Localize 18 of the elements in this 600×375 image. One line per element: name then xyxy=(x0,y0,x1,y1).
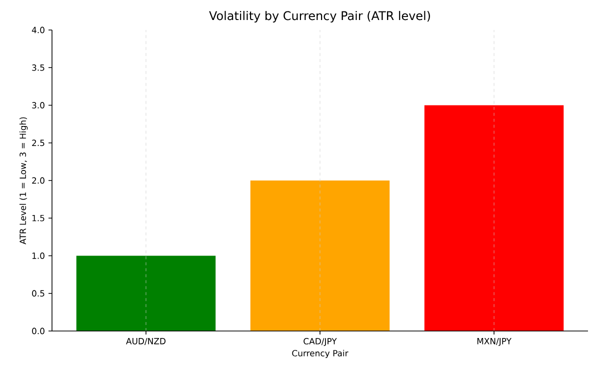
chart-title: Volatility by Currency Pair (ATR level) xyxy=(209,10,430,22)
x-tick-label: CAD/JPY xyxy=(304,338,337,346)
bar xyxy=(76,256,216,331)
y-tick-label: 0.5 xyxy=(32,290,44,297)
y-tick-label: 2.5 xyxy=(32,140,44,146)
y-tick-label: 0.0 xyxy=(32,328,44,334)
y-tick-label: 4.0 xyxy=(32,26,44,34)
bar xyxy=(424,105,564,331)
y-tick-label: 1.5 xyxy=(32,214,44,222)
bar xyxy=(250,180,390,331)
x-tick-label: AUD/NZD xyxy=(126,338,166,345)
y-tick-label: 3.5 xyxy=(32,64,44,71)
y-axis-title: ATR Level (1 = Low, 3 = High) xyxy=(19,117,28,244)
y-tick-label: 2.0 xyxy=(32,177,44,184)
y-tick-label: 3.0 xyxy=(32,102,44,108)
x-axis-title: Currency Pair xyxy=(292,350,348,358)
x-tick-label: MXN/JPY xyxy=(477,338,512,346)
y-tick-label: 1.0 xyxy=(32,252,44,259)
